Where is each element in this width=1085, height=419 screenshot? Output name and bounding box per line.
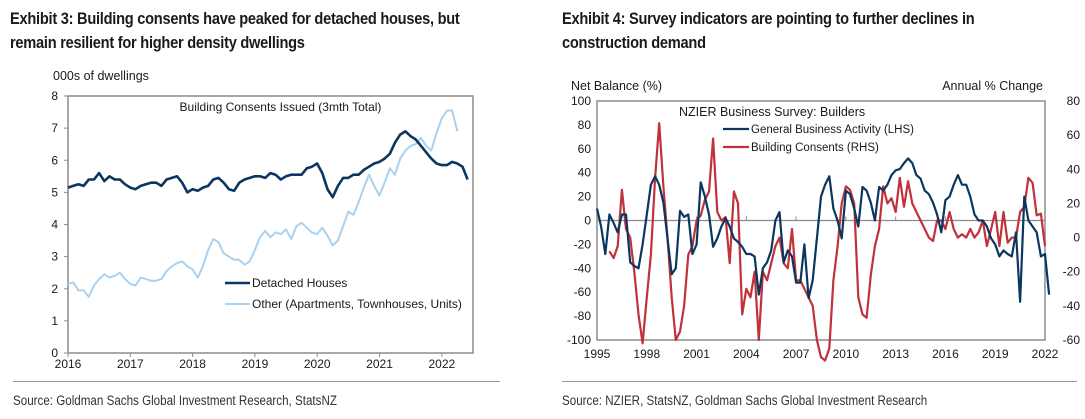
- y-tick-label-right: -60: [1063, 333, 1081, 347]
- chart-title: Building Consents Issued (3mth Total): [180, 100, 382, 114]
- y-tick-label-right: 20: [1067, 196, 1081, 210]
- y-tick-label: 8: [51, 89, 58, 103]
- x-tick-label: 2016: [932, 347, 959, 361]
- y-tick-label-left: -40: [574, 261, 592, 275]
- exhibit3-source: Source: Goldman Sachs Global Investment …: [13, 393, 337, 408]
- x-tick-label: 2022: [1032, 347, 1059, 361]
- x-tick-label: 2016: [55, 357, 82, 371]
- y-tick-label-left: 100: [571, 94, 591, 108]
- x-tick-label: 1998: [633, 347, 660, 361]
- x-tick-label: 2013: [882, 347, 909, 361]
- x-tick-label: 2022: [428, 357, 455, 371]
- y-tick-label-right: 80: [1067, 94, 1081, 108]
- legend-label: Building Consents (RHS): [751, 142, 879, 154]
- legend-label: General Business Activity (LHS): [751, 124, 914, 136]
- y-tick-label: 4: [51, 218, 58, 232]
- y-axis-label-left: Net Balance (%): [571, 79, 662, 93]
- y-tick-label-left: -80: [574, 309, 592, 323]
- exhibit3-source-divider: [13, 381, 500, 382]
- y-tick-label-left: -100: [567, 333, 591, 347]
- x-tick-label: 2021: [366, 357, 393, 371]
- x-tick-label: 2004: [733, 347, 760, 361]
- y-tick-label-right: 0: [1073, 231, 1080, 245]
- y-tick-label-right: -40: [1063, 299, 1081, 313]
- x-tick-label: 2019: [982, 347, 1009, 361]
- exhibit4-source: Source: NZIER, StatsNZ, Goldman Sachs Gl…: [562, 393, 928, 408]
- y-tick-label-left: 40: [578, 166, 592, 180]
- x-tick-label: 2020: [304, 357, 331, 371]
- x-tick-label: 2017: [117, 357, 144, 371]
- series-line-detached-houses: [67, 130, 469, 199]
- y-tick-label-left: -20: [574, 237, 592, 251]
- x-tick-label: 2010: [833, 347, 860, 361]
- exhibit4-title-line2: construction demand: [562, 33, 706, 52]
- y-tick-label-left: -60: [574, 285, 592, 299]
- series-line-general-business-activity: [595, 157, 1051, 303]
- y-tick-label-left: 20: [578, 190, 592, 204]
- y-tick-label-right: -20: [1063, 265, 1081, 279]
- y-tick-label: 1: [51, 314, 58, 328]
- legend-label: Detached Houses: [252, 276, 347, 290]
- x-tick-label: 2001: [683, 347, 710, 361]
- y-tick-label-left: 60: [578, 142, 592, 156]
- y-tick-label: 2: [51, 282, 58, 296]
- x-tick-label: 1995: [584, 347, 611, 361]
- y-tick-label: 5: [51, 185, 58, 199]
- x-tick-label: 2019: [242, 357, 269, 371]
- x-tick-label: 2018: [179, 357, 206, 371]
- exhibit4-source-divider: [562, 381, 1077, 382]
- exhibit4-title-line1: Exhibit 4: Survey indicators are pointin…: [562, 9, 975, 28]
- series-line-other-dwellings: [67, 109, 459, 298]
- y-tick-label-left: 80: [578, 118, 592, 132]
- y-axis-label-right: Annual % Change: [942, 79, 1043, 93]
- exhibit3-title-line1: Exhibit 3: Building consents have peaked…: [10, 9, 460, 28]
- y-tick-label: 7: [51, 121, 58, 135]
- y-axis-label: 000s of dwellings: [53, 69, 149, 83]
- y-tick-label: 6: [51, 153, 58, 167]
- y-tick-label-left: 0: [584, 214, 591, 228]
- y-tick-label: 0: [51, 346, 58, 360]
- y-tick-label-right: 40: [1067, 162, 1081, 176]
- y-tick-label-right: 60: [1067, 128, 1081, 142]
- x-tick-label: 2007: [783, 347, 810, 361]
- series-line-building-consents: [608, 122, 1047, 362]
- exhibit3-title-line2: remain resilient for higher density dwel…: [10, 33, 305, 52]
- legend-label: Other (Apartments, Townhouses, Units): [252, 297, 462, 311]
- chart-title: NZIER Business Survey: Builders: [679, 105, 865, 119]
- y-tick-label: 3: [51, 250, 58, 264]
